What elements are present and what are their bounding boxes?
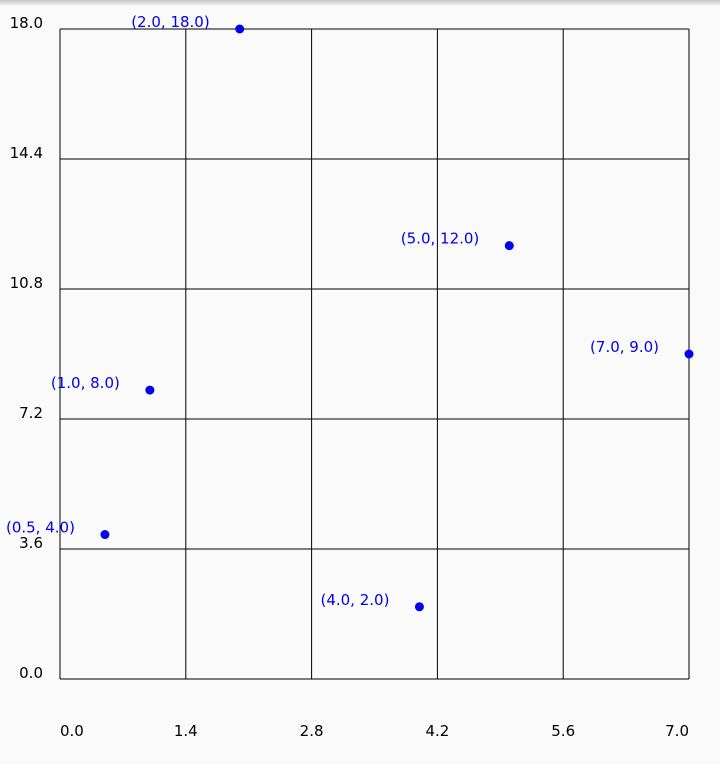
data-point [504, 241, 514, 251]
data-points [100, 24, 694, 612]
x-axis-ticks: 0.0 1.4 2.8 4.2 5.6 7.0 [60, 722, 689, 740]
data-point-label: (1.0, 8.0) [51, 374, 120, 392]
y-tick-label: 7.2 [19, 404, 43, 422]
x-tick-label: 7.0 [665, 722, 689, 740]
data-point-label: (5.0, 12.0) [401, 230, 480, 248]
y-tick-label: 18.0 [10, 14, 43, 32]
top-shadow [0, 0, 720, 6]
y-tick-label: 0.0 [19, 664, 43, 682]
data-point [100, 530, 110, 540]
data-point-label: (2.0, 18.0) [131, 13, 210, 31]
data-point [414, 602, 424, 612]
y-tick-label: 10.8 [10, 274, 43, 292]
grid [59, 28, 690, 680]
x-tick-label: 1.4 [174, 722, 198, 740]
data-point-label: (0.5, 4.0) [6, 519, 75, 537]
x-tick-label: 0.0 [60, 722, 84, 740]
y-tick-label: 3.6 [19, 534, 43, 552]
data-point-label: (4.0, 2.0) [320, 591, 389, 609]
y-axis-ticks: 0.0 3.6 7.2 10.8 14.4 18.0 [10, 14, 43, 682]
x-tick-label: 2.8 [300, 722, 324, 740]
x-tick-label: 4.2 [425, 722, 449, 740]
point-labels: (0.5, 4.0) (1.0, 8.0) (2.0, 18.0) (4.0, 2.0… [6, 13, 659, 609]
x-tick-label: 5.6 [551, 722, 575, 740]
data-point [145, 385, 155, 395]
y-tick-label: 14.4 [10, 144, 43, 162]
data-point-label: (7.0, 9.0) [590, 338, 659, 356]
data-point [235, 24, 245, 34]
data-point [684, 349, 694, 359]
